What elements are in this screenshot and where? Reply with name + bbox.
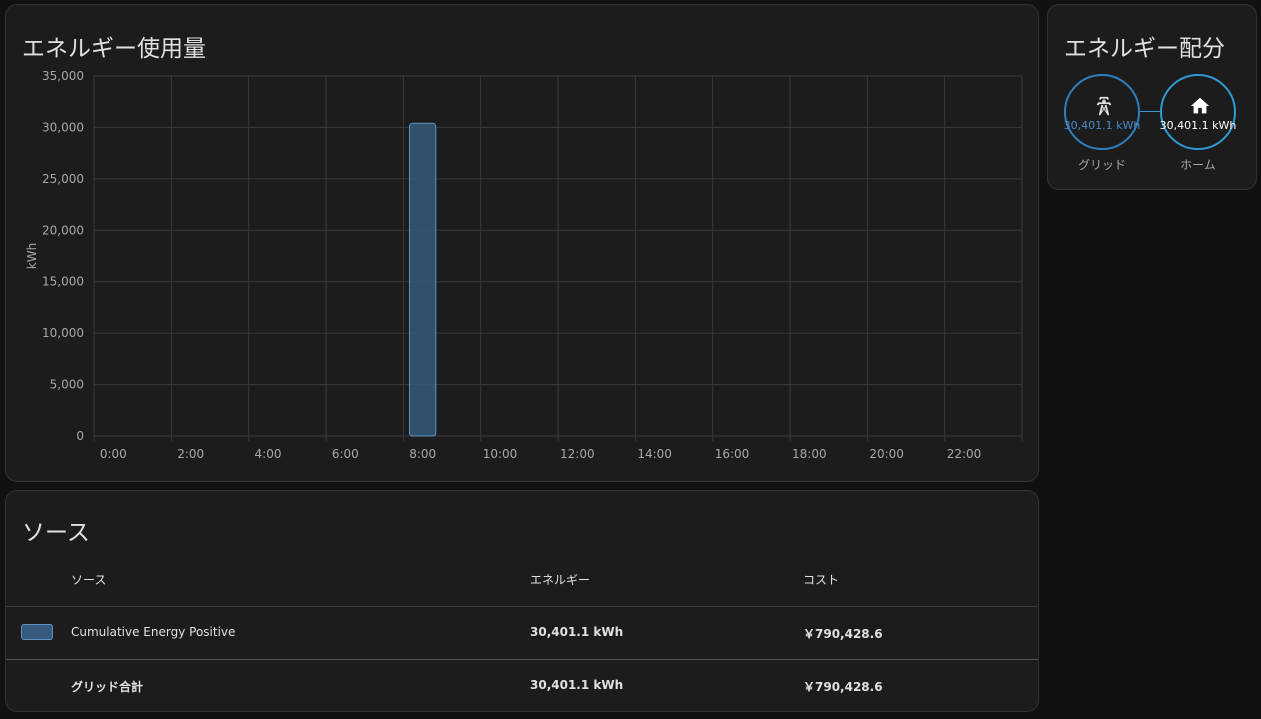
x-tick-label: 20:00	[869, 447, 904, 461]
grid-total-cost: ￥790,428.6	[803, 680, 883, 694]
x-tick-label: 8:00	[409, 447, 436, 461]
energy-distribution-title: エネルギー配分	[1064, 36, 1225, 62]
header-energy: エネルギー	[530, 573, 591, 587]
home-node[interactable]: 30,401.1 kWh	[1160, 74, 1236, 150]
energy-usage-title: エネルギー使用量	[22, 36, 206, 62]
sources-card: ソース ソース エネルギー コスト Cumulative Energy Posi…	[5, 490, 1039, 712]
x-tick-label: 16:00	[715, 447, 750, 461]
source-color-swatch	[21, 624, 53, 640]
total-divider	[6, 659, 1038, 660]
energy-usage-chart[interactable]: 0 5,000 10,000 15,000 20,000 25,000 30,000 35,0…	[6, 5, 1040, 483]
source-cost: ￥790,428.6	[803, 627, 883, 641]
y-tick-label: 15,000	[42, 275, 84, 289]
grid-total-energy: 30,401.1 kWh	[530, 678, 624, 692]
grid-energy-value: 30,401.1 kWh	[1063, 119, 1141, 132]
x-tick-label: 0:00	[100, 447, 127, 461]
y-tick-label: 5,000	[50, 378, 84, 392]
y-tick-label: 25,000	[42, 172, 84, 186]
y-tick-label: 0	[76, 429, 84, 443]
x-tick-label: 14:00	[637, 447, 672, 461]
header-cost: コスト	[803, 573, 840, 587]
x-tick-label: 4:00	[255, 447, 282, 461]
y-tick-label: 35,000	[42, 69, 84, 83]
header-source: ソース	[71, 573, 107, 587]
home-label: ホーム	[1180, 158, 1216, 172]
energy-distribution-card: エネルギー配分 30,401.1 kWh 30,401.1 kWh グリッド ホ…	[1047, 4, 1257, 190]
energy-usage-card: エネルギー使用量 0 5,000 10,000 15,000 20,000 25,000 3…	[5, 4, 1039, 482]
source-energy: 30,401.1 kWh	[530, 625, 624, 639]
grid-to-home-flow-line	[1140, 111, 1160, 112]
x-tick-label: 12:00	[560, 447, 595, 461]
grid-label: グリッド	[1077, 158, 1126, 172]
x-tick-label: 2:00	[177, 447, 204, 461]
x-tick-label: 10:00	[483, 447, 518, 461]
y-tick-label: 20,000	[42, 223, 84, 237]
transmission-tower-icon	[1096, 96, 1112, 116]
y-tick-label: 10,000	[42, 326, 84, 340]
x-tick-label: 6:00	[332, 447, 359, 461]
x-tick-label: 18:00	[792, 447, 827, 461]
y-tick-label: 30,000	[42, 120, 84, 134]
grid-total-label: グリッド合計	[71, 680, 144, 694]
header-divider	[6, 606, 1038, 607]
source-name: Cumulative Energy Positive	[71, 625, 236, 639]
chart-bar	[409, 122, 437, 437]
x-tick-label: 22:00	[947, 447, 982, 461]
sources-title: ソース	[22, 520, 90, 546]
y-axis-title: kWh	[25, 243, 39, 269]
grid-node[interactable]: 30,401.1 kWh	[1064, 74, 1140, 150]
home-energy-value: 30,401.1 kWh	[1159, 119, 1237, 132]
home-icon	[1190, 97, 1210, 114]
